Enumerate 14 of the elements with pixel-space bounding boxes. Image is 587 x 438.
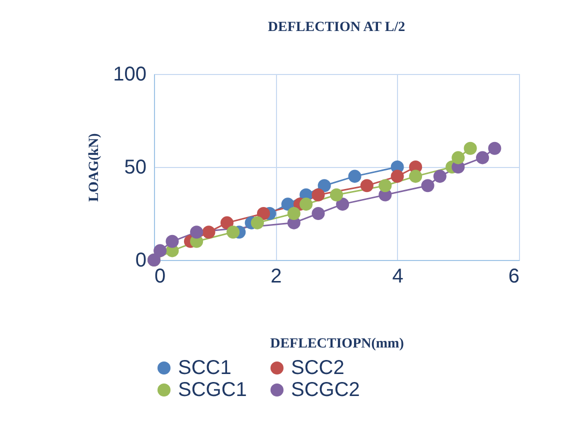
y-tick-label: 100 bbox=[113, 64, 146, 86]
legend-label: SCGC2 bbox=[291, 379, 360, 401]
x-axis-title: DEFLECTIOPN(mm) bbox=[270, 336, 404, 352]
y-tick-label: 50 bbox=[124, 156, 146, 178]
y-axis-title: LOAG(kN) bbox=[87, 132, 102, 202]
y-tick-label: 0 bbox=[135, 250, 146, 272]
x-tick-label: 0 bbox=[154, 266, 166, 288]
legend-label: SCGC1 bbox=[178, 379, 247, 401]
x-tick-label: 4 bbox=[392, 266, 404, 288]
legend-label: SCC1 bbox=[178, 357, 232, 379]
chart-title: DEFLECTION AT L/2 bbox=[268, 20, 406, 35]
x-tick-label: 2 bbox=[270, 266, 282, 288]
legend-label: SCC2 bbox=[291, 357, 344, 379]
x-tick-label: 6 bbox=[508, 266, 520, 288]
